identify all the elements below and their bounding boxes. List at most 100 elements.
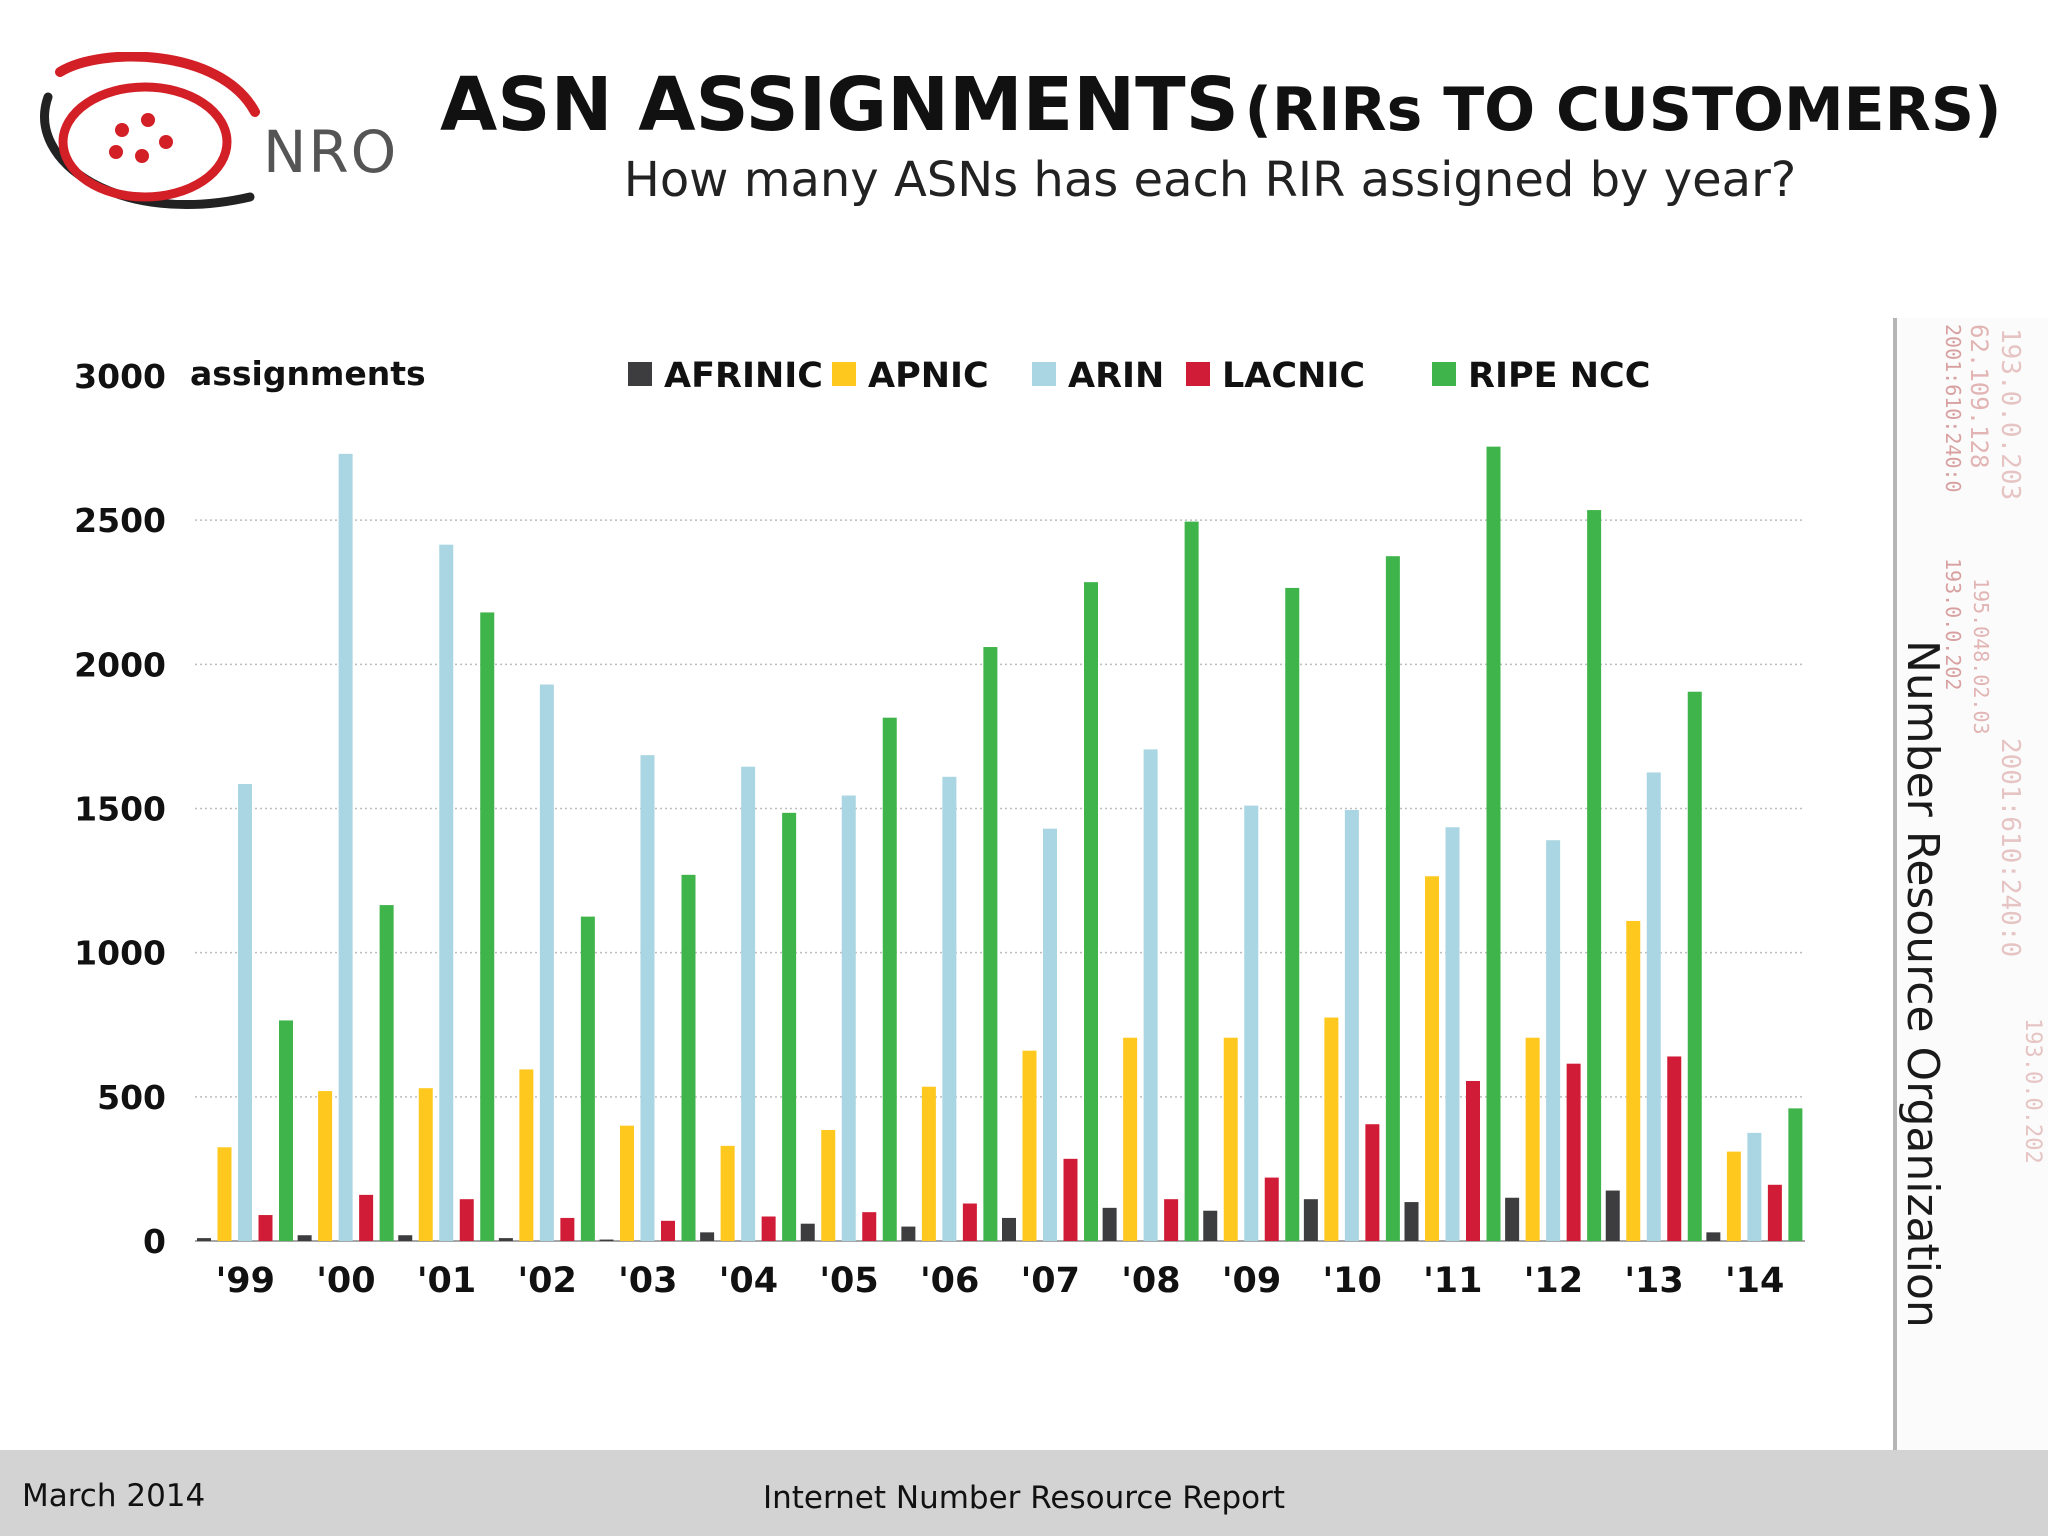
x-tick-label: '00: [316, 1261, 375, 1301]
bar: [1505, 1197, 1520, 1241]
bar: [1667, 1056, 1682, 1241]
bar: [1605, 1190, 1620, 1241]
bar: [560, 1217, 575, 1241]
bar: [1244, 805, 1259, 1241]
x-tick-label: '06: [920, 1261, 979, 1301]
title-paren: (RIRs TO CUSTOMERS): [1244, 75, 2002, 145]
y-tick-label: 1000: [74, 934, 166, 973]
y-axis-label: assignments: [190, 354, 426, 393]
bar: [640, 755, 655, 1241]
bar: [1344, 809, 1359, 1241]
bar: [1285, 587, 1300, 1241]
y-tick-label: 2000: [74, 645, 166, 684]
side-address: 195.048.02.03: [1969, 578, 1993, 735]
x-tick-label: '14: [1725, 1261, 1784, 1301]
bar: [1425, 876, 1439, 1241]
bar: [1102, 1207, 1117, 1241]
bar: [962, 1203, 977, 1241]
bar: [700, 1232, 715, 1241]
y-tick-label: 2500: [74, 501, 166, 540]
bar: [1466, 1080, 1480, 1241]
x-tick-label: '13: [1624, 1261, 1683, 1301]
bar: [782, 812, 797, 1241]
bar: [318, 1091, 333, 1241]
bar: [741, 766, 756, 1241]
bar: [1123, 1037, 1138, 1241]
bar: [1706, 1232, 1721, 1241]
bar: [720, 1145, 735, 1241]
legend-swatch: [1432, 362, 1456, 386]
x-axis-ticks: '99 '00 '01 '02 '03 '04 '05 '06 '07 '08 '09 '10 '11 '…: [216, 1261, 1785, 1301]
x-tick-label: '99: [216, 1261, 275, 1301]
bar: [1365, 1124, 1380, 1241]
bar: [942, 776, 957, 1241]
bar: [480, 612, 495, 1241]
bar: [1303, 1199, 1318, 1241]
side-address: 62.109.128: [1965, 324, 1993, 469]
bar: [841, 795, 856, 1241]
bar: [862, 1212, 877, 1241]
x-tick-label: '12: [1524, 1261, 1583, 1301]
bar: [761, 1216, 776, 1241]
x-tick-label: '10: [1322, 1261, 1381, 1301]
side-address-band: 2001:610:240:0 193.0.0.202 62.109.128 19…: [1893, 318, 2048, 1450]
bar: [1223, 1037, 1238, 1241]
footer-date: March 2014: [22, 1478, 206, 1514]
bars: [197, 446, 1803, 1242]
bar: [620, 1125, 634, 1241]
legend-label: AFRINIC: [664, 356, 823, 396]
bar: [1264, 1177, 1279, 1241]
bar: [681, 874, 696, 1241]
x-tick-label: '11: [1423, 1261, 1482, 1301]
grid-lines: [195, 519, 1805, 1242]
bar: [197, 1238, 211, 1241]
x-tick-label: '04: [719, 1261, 778, 1301]
bar: [1084, 582, 1098, 1241]
legend: AFRINIC APNIC ARIN LACNIC RIPE NCC: [628, 356, 1650, 396]
bar: [1002, 1217, 1016, 1241]
side-address: 2001:610:240:0: [1995, 738, 2025, 958]
nro-logo: [40, 52, 260, 210]
legend-swatch: [832, 362, 856, 386]
bar: [921, 1086, 936, 1241]
bar: [1445, 827, 1460, 1241]
bar: [1546, 840, 1561, 1241]
y-tick-label: 3000: [74, 357, 166, 396]
asn-assignments-chart: 0 500 1000 1500 2000 2500 3000 assignments AFR…: [74, 354, 1805, 1301]
x-tick-label: '02: [517, 1261, 576, 1301]
bar: [1404, 1202, 1419, 1241]
bar: [901, 1226, 916, 1241]
bar: [1626, 920, 1641, 1241]
bar: [882, 717, 897, 1241]
bar: [1726, 1151, 1741, 1241]
bar: [498, 1238, 513, 1241]
bar: [1486, 446, 1501, 1241]
bar: [1788, 1108, 1803, 1241]
organization-name: Number Resource Organization: [1897, 640, 1948, 1328]
bar: [459, 1199, 474, 1241]
legend-swatch: [1032, 362, 1056, 386]
y-axis-ticks: 0 500 1000 1500 2000 2500 3000: [74, 357, 166, 1261]
bar: [539, 684, 554, 1241]
bar: [258, 1215, 273, 1241]
x-tick-label: '03: [618, 1261, 677, 1301]
bar: [1525, 1037, 1540, 1241]
logo-text: NRO: [263, 118, 399, 186]
legend-label: RIPE NCC: [1468, 356, 1650, 396]
bar: [418, 1088, 433, 1241]
legend-label: APNIC: [868, 356, 989, 396]
bar: [599, 1239, 614, 1241]
bar: [1203, 1210, 1218, 1241]
side-address: 193.0.0.203: [1995, 328, 2025, 501]
bar: [297, 1235, 312, 1241]
bar: [1385, 556, 1400, 1241]
x-tick-label: '01: [417, 1261, 476, 1301]
y-tick-label: 1500: [74, 790, 166, 829]
bar: [379, 905, 394, 1241]
legend-label: ARIN: [1068, 356, 1164, 396]
legend-swatch: [1186, 362, 1210, 386]
bar: [1646, 772, 1661, 1241]
bar: [338, 453, 353, 1242]
x-tick-label: '05: [819, 1261, 878, 1301]
bar: [821, 1129, 836, 1241]
